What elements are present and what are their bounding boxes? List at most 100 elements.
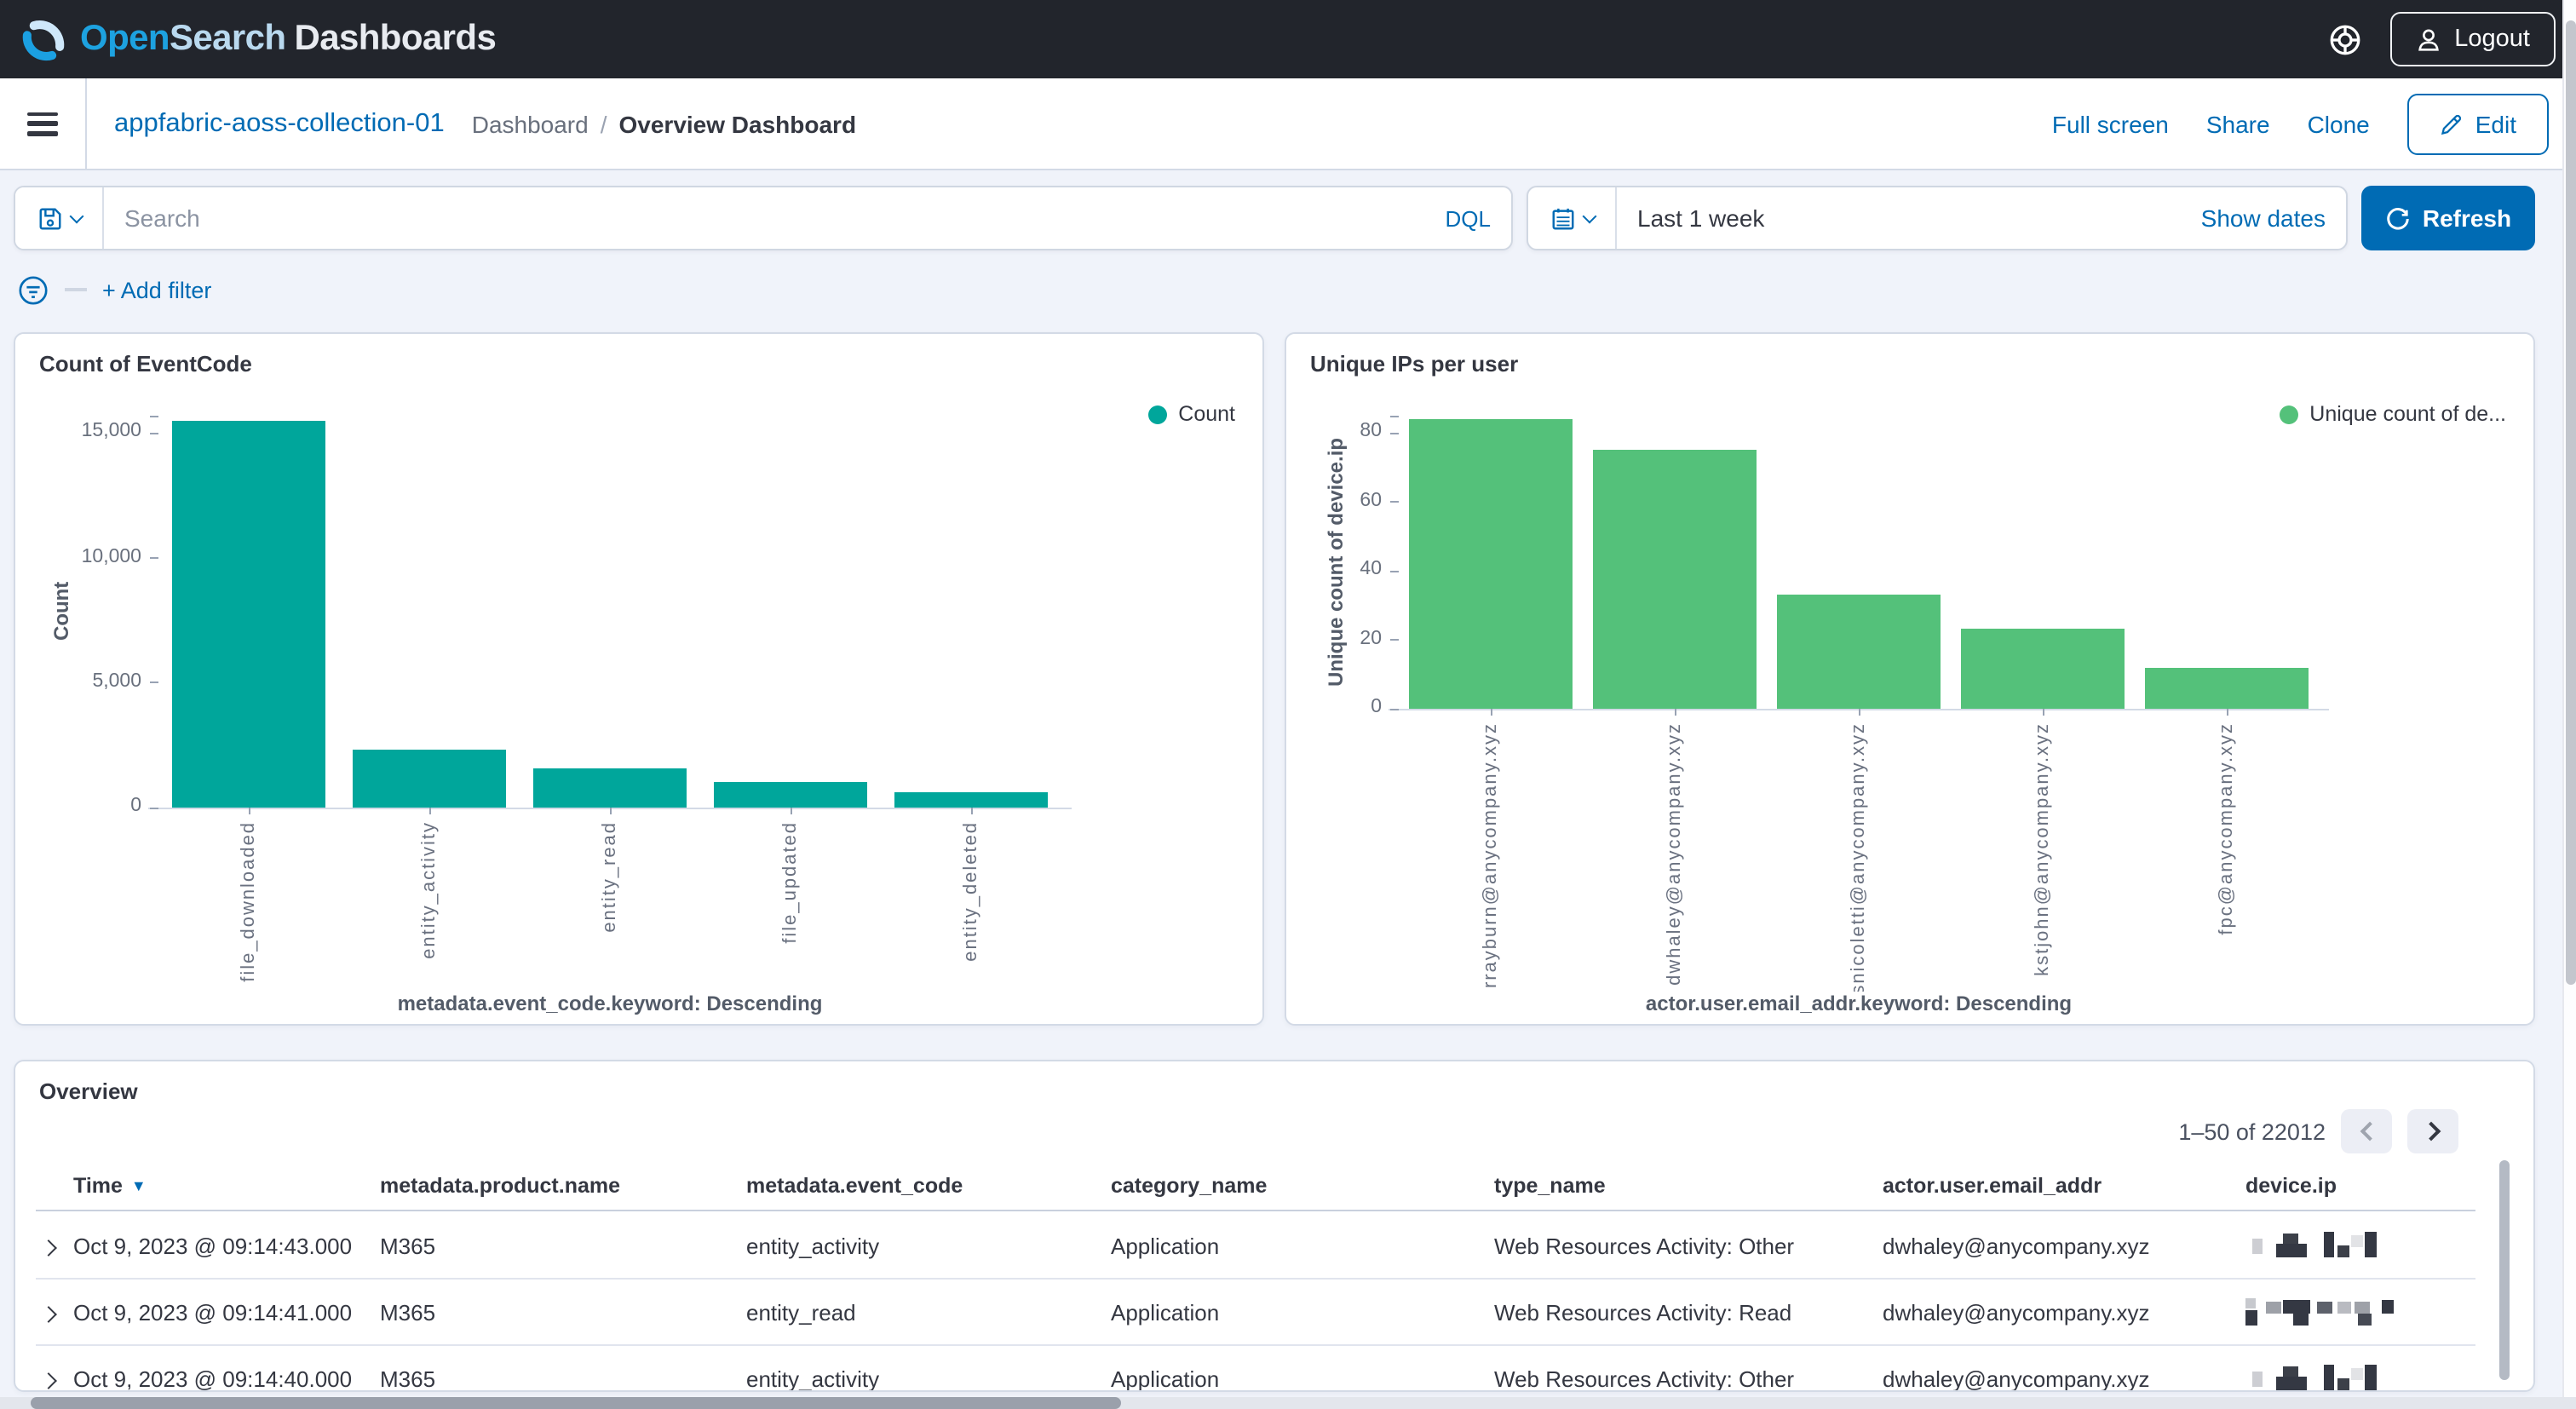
dashboard-panels-row: Count of EventCode Count 0 5,000 10,000 15,… <box>14 332 2535 1026</box>
bar[interactable] <box>2145 667 2309 709</box>
add-filter-button[interactable]: + Add filter <box>102 277 212 302</box>
refresh-button[interactable]: Refresh <box>2361 186 2535 250</box>
x-tick-mark <box>610 808 612 814</box>
x-axis-title: actor.user.email_addr.keyword: Descendin… <box>1645 992 2073 1015</box>
y-tick-mark <box>150 807 158 808</box>
date-picker-menu-button[interactable] <box>1528 187 1617 249</box>
panel-overview-table: Overview 1–50 of 22012 Time ▼ metadata.pro… <box>14 1060 2535 1392</box>
redacted-ip <box>2245 1232 2409 1259</box>
x-tick-label: fpc@anycompany.xyz <box>2217 722 2237 935</box>
x-tick-mark <box>249 808 250 814</box>
edit-button[interactable]: Edit <box>2406 93 2549 154</box>
search-input[interactable] <box>124 204 1432 232</box>
breadcrumb-collection[interactable]: appfabric-aoss-collection-01 <box>114 108 445 137</box>
saved-query-menu-button[interactable] <box>15 187 104 249</box>
y-tick-mark <box>1390 570 1399 572</box>
next-page-button[interactable] <box>2407 1109 2458 1153</box>
bar[interactable] <box>353 750 506 808</box>
bar[interactable] <box>533 768 687 808</box>
expand-row-button[interactable] <box>36 1299 73 1325</box>
bar[interactable] <box>1777 595 1941 709</box>
legend-item[interactable]: Unique count of de... <box>2279 402 2506 426</box>
sort-descending-icon: ▼ <box>130 1176 147 1193</box>
device-ip-cell <box>2245 1298 2475 1326</box>
legend-dot <box>2279 405 2298 423</box>
x-tick-label: file_downloaded <box>239 821 259 982</box>
chevron-down-icon <box>68 208 83 223</box>
x-tick-label: dwhaley@anycompany.xyz <box>1665 722 1685 986</box>
top-header-bar: OpenSearch Dashboards Logout <box>0 0 2576 78</box>
column-header-metadata-product-name[interactable]: metadata.product.name <box>380 1173 621 1197</box>
table-row[interactable]: Oct 9, 2023 @ 09:14:41.000 M365 entity_rea… <box>36 1280 2475 1346</box>
y-tick-mark <box>1390 708 1399 710</box>
bar[interactable] <box>1409 419 1573 709</box>
panel-title[interactable]: Count of EventCode <box>39 351 252 377</box>
menu-icon[interactable] <box>27 112 58 135</box>
bar-chart: 0 5,000 10,000 15,000 Count file_downloaded en… <box>32 416 1245 992</box>
table-row[interactable]: Oct 9, 2023 @ 09:14:43.000 M365 entity_act… <box>36 1213 2475 1280</box>
category-cell: Application <box>1111 1233 1220 1258</box>
filter-icon[interactable] <box>17 273 49 306</box>
x-tick-label: rrayburn@anycompany.xyz <box>1481 722 1501 989</box>
clone-link[interactable]: Clone <box>2307 110 2370 137</box>
refresh-icon <box>2387 207 2409 229</box>
bar[interactable] <box>1961 629 2125 709</box>
x-tick-label: entity_read <box>600 821 620 933</box>
bar[interactable] <box>172 420 325 808</box>
table-header-row: Time ▼ metadata.product.name metadata.event… <box>36 1160 2475 1211</box>
legend-item[interactable]: Count <box>1147 402 1235 426</box>
product-cell: M365 <box>380 1233 436 1258</box>
legend-label: Count <box>1178 402 1235 426</box>
share-link[interactable]: Share <box>2205 110 2270 137</box>
page-vertical-scrollbar[interactable] <box>2562 0 2576 1409</box>
x-tick-mark <box>1491 709 1492 716</box>
logo-text: OpenSearch Dashboards <box>80 19 497 58</box>
redacted-ip <box>2245 1298 2409 1326</box>
table-vertical-scrollbar[interactable] <box>2499 1160 2510 1380</box>
full-screen-link[interactable]: Full screen <box>2051 110 2169 137</box>
panel-count-of-eventcode: Count of EventCode Count 0 5,000 10,000 15,… <box>14 332 1264 1026</box>
query-language-button[interactable]: DQL <box>1445 205 1491 231</box>
column-header-category-name[interactable]: category_name <box>1111 1173 1268 1197</box>
previous-page-button[interactable] <box>2341 1109 2392 1153</box>
panel-title[interactable]: Overview <box>39 1078 138 1104</box>
time-range-value[interactable]: Last 1 week Show dates <box>1637 204 2326 232</box>
help-icon[interactable] <box>2326 21 2362 57</box>
column-header-device-ip[interactable]: device.ip <box>2245 1173 2337 1197</box>
time-cell: Oct 9, 2023 @ 09:14:43.000 <box>73 1233 353 1258</box>
logout-button[interactable]: Logout <box>2389 12 2556 66</box>
panel-title[interactable]: Unique IPs per user <box>1310 351 1519 377</box>
type-cell: Web Resources Activity: Other <box>1494 1366 1795 1391</box>
column-header-metadata-event-code[interactable]: metadata.event_code <box>746 1173 963 1197</box>
y-tick-label: 15,000 <box>81 421 141 442</box>
y-tick-mark <box>1390 416 1399 417</box>
column-header-time[interactable]: Time ▼ <box>73 1173 147 1197</box>
x-axis-title: metadata.event_code.keyword: Descending <box>397 992 823 1015</box>
y-tick-label: 5,000 <box>92 670 141 692</box>
table-row[interactable]: Oct 9, 2023 @ 09:14:40.000 M365 entity_act… <box>36 1346 2475 1391</box>
pagination: 1–50 of 22012 <box>2178 1109 2458 1153</box>
page-horizontal-scrollbar[interactable] <box>0 1397 2576 1409</box>
expand-row-button[interactable] <box>36 1366 73 1390</box>
y-tick-mark <box>150 432 158 434</box>
show-dates-link[interactable]: Show dates <box>2200 204 2326 232</box>
opensearch-logo[interactable]: OpenSearch Dashboards <box>20 16 497 62</box>
save-icon <box>38 207 60 229</box>
bar[interactable] <box>714 782 867 808</box>
column-header-type-name[interactable]: type_name <box>1494 1173 1606 1197</box>
bar[interactable] <box>894 792 1048 808</box>
y-tick-mark <box>150 681 158 684</box>
x-tick-mark <box>429 808 431 814</box>
y-tick-mark <box>1390 639 1399 641</box>
y-tick-label: 60 <box>1360 490 1382 511</box>
breadcrumb-parent[interactable]: Dashboard <box>471 110 589 137</box>
y-tick-label: 10,000 <box>81 546 141 566</box>
expand-row-button[interactable] <box>36 1233 73 1258</box>
table-body: Oct 9, 2023 @ 09:14:43.000 M365 entity_act… <box>36 1213 2475 1391</box>
column-header-actor-user-email-addr[interactable]: actor.user.email_addr <box>1883 1173 2102 1197</box>
bar[interactable] <box>1593 450 1757 709</box>
chevron-down-icon <box>1581 208 1596 223</box>
legend-dot <box>1147 405 1167 423</box>
chevron-right-icon <box>2420 1121 2441 1142</box>
